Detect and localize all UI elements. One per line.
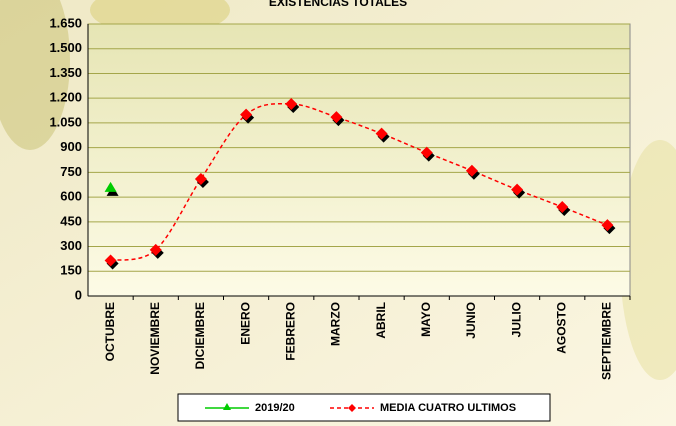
x-tick-label: AGOSTO bbox=[554, 302, 568, 354]
y-tick-label: 450 bbox=[60, 213, 82, 228]
legend-marker bbox=[223, 403, 231, 410]
x-tick-label: JUNIO bbox=[464, 302, 478, 339]
x-tick-label: FEBRERO bbox=[283, 302, 297, 361]
data-point bbox=[194, 172, 207, 185]
data-point bbox=[556, 200, 569, 213]
x-tick-label: DICIEMBRE bbox=[193, 302, 207, 369]
chart-title: EXISTENCIAS TOTALES bbox=[269, 0, 407, 9]
x-tick-label: ENERO bbox=[238, 302, 252, 345]
data-point bbox=[104, 254, 117, 267]
y-tick-label: 0 bbox=[75, 287, 82, 302]
y-tick-label: 1.500 bbox=[49, 40, 82, 55]
plot-area bbox=[87, 23, 631, 297]
legend-marker bbox=[348, 404, 356, 412]
data-point bbox=[149, 243, 162, 256]
y-tick-label: 1.650 bbox=[49, 15, 82, 30]
data-point bbox=[420, 146, 433, 159]
data-point bbox=[511, 183, 524, 196]
decoration bbox=[620, 140, 676, 380]
legend-label: MEDIA CUATRO ULTIMOS bbox=[380, 402, 516, 414]
legend-label: 2019/20 bbox=[255, 402, 295, 414]
data-point bbox=[285, 97, 298, 110]
x-tick-label: NOVIEMBRE bbox=[148, 302, 162, 375]
y-tick-label: 300 bbox=[60, 238, 82, 253]
data-point bbox=[330, 111, 343, 124]
y-tick-label: 1.350 bbox=[49, 65, 82, 80]
data-point bbox=[240, 108, 253, 121]
x-tick-label: JULIO bbox=[509, 302, 523, 337]
x-tick-label: SEPTIEMBRE bbox=[600, 302, 614, 380]
data-point bbox=[375, 127, 388, 140]
y-tick-label: 150 bbox=[60, 263, 82, 278]
y-tick-label: 600 bbox=[60, 189, 82, 204]
y-tick-label: 1.050 bbox=[49, 114, 82, 129]
series-line bbox=[110, 102, 608, 262]
y-tick-label: 1.200 bbox=[49, 90, 82, 105]
y-tick-label: 750 bbox=[60, 164, 82, 179]
decoration bbox=[0, 0, 70, 150]
x-tick-label: MAYO bbox=[419, 302, 433, 337]
y-tick-label: 900 bbox=[60, 139, 82, 154]
data-point bbox=[104, 181, 117, 192]
x-tick-label: MARZO bbox=[329, 302, 343, 346]
x-tick-label: ABRIL bbox=[374, 302, 388, 339]
data-point bbox=[465, 164, 478, 177]
x-tick-label: OCTUBRE bbox=[103, 302, 117, 361]
data-point bbox=[601, 219, 614, 232]
